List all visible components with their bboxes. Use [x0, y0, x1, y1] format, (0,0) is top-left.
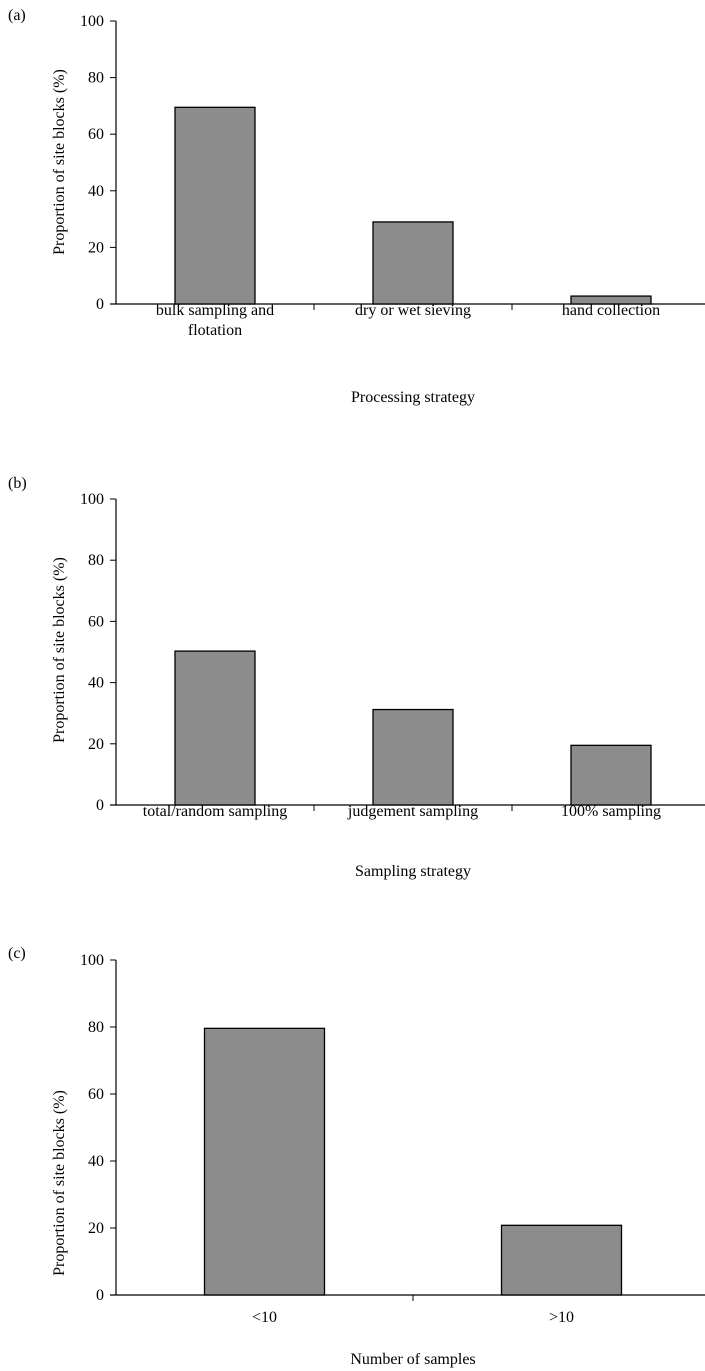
x-tick-label: bulk sampling and: [156, 302, 274, 319]
x-axis-title: Sampling strategy: [355, 863, 471, 880]
y-tick-label: 60: [88, 126, 104, 143]
bar: [570, 744, 652, 806]
y-tick-label: 20: [88, 1220, 104, 1237]
panel-label: (a): [8, 7, 26, 24]
bar: [174, 650, 256, 806]
x-tick-label: judgement sampling: [347, 803, 478, 820]
y-tick-label: 0: [96, 1287, 104, 1304]
bar: [372, 708, 454, 806]
panel-label: (b): [8, 475, 27, 492]
y-tick-label: 40: [88, 183, 104, 200]
x-axis-title: Number of samples: [350, 1351, 475, 1368]
y-tick-label: 100: [80, 13, 104, 30]
y-tick-label: 20: [88, 239, 104, 256]
x-tick-label: 100% sampling: [561, 803, 661, 820]
y-axis-title: Proportion of site blocks (%): [51, 69, 68, 255]
panel-label: (c): [8, 945, 26, 962]
y-tick-label: 0: [96, 296, 104, 313]
y-axis-title: Proportion of site blocks (%): [51, 1090, 68, 1276]
y-tick-label: 80: [88, 552, 104, 569]
panel-a: (a) Proportion of site blocks (%) Proces…: [8, 7, 705, 406]
x-tick-label: total/random sampling: [143, 803, 287, 820]
bar: [372, 221, 454, 305]
y-tick-label: 40: [88, 675, 104, 692]
y-tick-label: 20: [88, 736, 104, 753]
y-tick-label: 60: [88, 1086, 104, 1103]
bar: [570, 295, 652, 305]
y-tick-label: 0: [96, 797, 104, 814]
y-tick-label: 60: [88, 613, 104, 630]
y-tick-label: 80: [88, 1019, 104, 1036]
bar: [174, 106, 256, 305]
bar: [203, 1027, 326, 1296]
x-tick-label: flotation: [188, 322, 242, 339]
y-tick-label: 100: [80, 952, 104, 969]
panel-b: (b) Proportion of site blocks (%) Sampli…: [8, 475, 705, 880]
bar: [500, 1224, 623, 1296]
x-tick-label: dry or wet sieving: [355, 302, 471, 319]
y-tick-label: 80: [88, 70, 104, 87]
y-axis-title: Proportion of site blocks (%): [51, 557, 68, 743]
x-axis-title: Processing strategy: [351, 389, 475, 406]
x-tick-label: <10: [252, 1309, 277, 1326]
y-tick-label: 100: [80, 491, 104, 508]
x-tick-label: >10: [549, 1309, 574, 1326]
panel-c: (c) Proportion of site blocks (%) Number…: [8, 945, 705, 1368]
x-tick-label: hand collection: [562, 302, 660, 319]
y-tick-label: 40: [88, 1153, 104, 1170]
